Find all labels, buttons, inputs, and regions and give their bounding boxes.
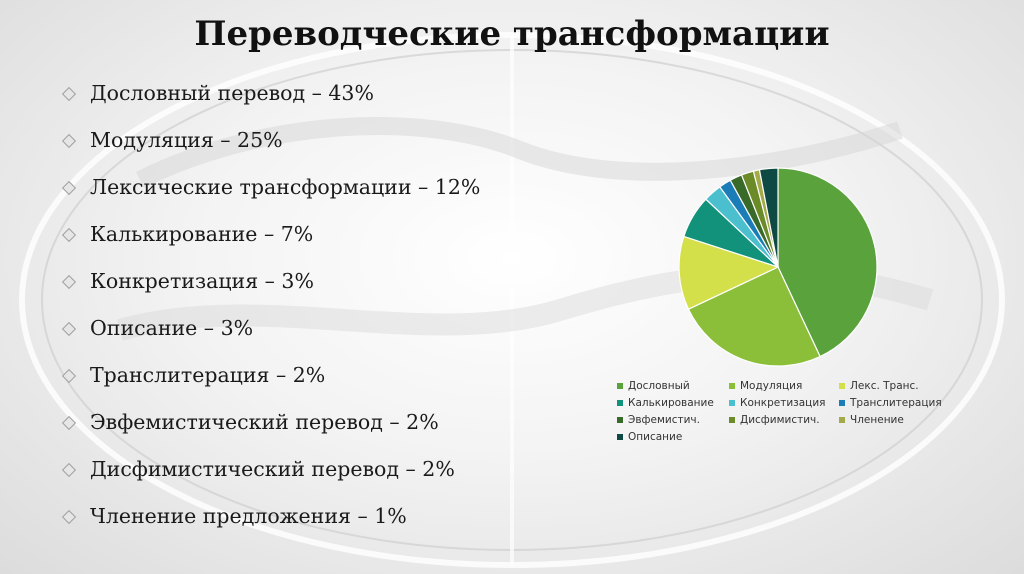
bullet-text: Лексические трансформации – 12% <box>90 175 481 199</box>
diamond-bullet-icon <box>61 133 77 149</box>
pie-chart-svg <box>678 167 878 367</box>
legend-swatch <box>729 417 735 423</box>
legend-item: Эвфемистич. <box>617 414 729 426</box>
legend-label: Эвфемистич. <box>628 414 700 426</box>
legend-label: Дословный <box>628 380 690 392</box>
bullet-item: Членение предложения – 1% <box>60 501 540 531</box>
bullet-text: Калькирование – 7% <box>90 222 314 246</box>
legend-swatch <box>729 383 735 389</box>
diamond-bullet-icon <box>61 321 77 337</box>
legend-swatch <box>729 400 735 406</box>
bullet-item: Транслитерация – 2% <box>60 360 540 390</box>
legend-swatch <box>617 434 623 440</box>
diamond-bullet-icon <box>61 509 77 525</box>
pie-slice-2 <box>678 235 780 310</box>
legend-label: Модуляция <box>740 380 803 392</box>
legend-item: Транслитерация <box>839 397 957 409</box>
legend-item: Калькирование <box>617 397 729 409</box>
diamond-bullet-icon <box>61 180 77 196</box>
bullet-text: Дисфимистический перевод – 2% <box>90 457 455 481</box>
legend-label: Транслитерация <box>850 397 942 409</box>
legend-label: Калькирование <box>628 397 714 409</box>
legend-swatch <box>839 417 845 423</box>
bullet-text: Членение предложения – 1% <box>90 504 407 528</box>
pie-chart <box>668 164 888 370</box>
bullet-item: Модуляция – 25% <box>60 125 540 155</box>
bullet-text: Модуляция – 25% <box>90 128 283 152</box>
legend-item: Членение <box>839 414 957 426</box>
bullet-item: Дисфимистический перевод – 2% <box>60 454 540 484</box>
legend-swatch <box>617 417 623 423</box>
legend-swatch <box>839 383 845 389</box>
bullet-item: Дословный перевод – 43% <box>60 78 540 108</box>
legend-item: Конкретизация <box>729 397 839 409</box>
legend-swatch <box>617 400 623 406</box>
legend-item: Описание <box>617 431 729 443</box>
bullet-text: Конкретизация – 3% <box>90 269 314 293</box>
diamond-bullet-icon <box>61 274 77 290</box>
legend-swatch <box>617 383 623 389</box>
diamond-bullet-icon <box>61 86 77 102</box>
bullet-text: Дословный перевод – 43% <box>90 81 374 105</box>
legend-swatch <box>839 400 845 406</box>
bullet-list: Дословный перевод – 43% Модуляция – 25% … <box>60 78 540 548</box>
legend-label: Конкретизация <box>740 397 826 409</box>
legend-label: Описание <box>628 431 683 443</box>
legend-label: Дисфимистич. <box>740 414 820 426</box>
diamond-bullet-icon <box>61 227 77 243</box>
bullet-text: Эвфемистический перевод – 2% <box>90 410 439 434</box>
legend-label: Членение <box>850 414 904 426</box>
bullet-item: Конкретизация – 3% <box>60 266 540 296</box>
bullet-item: Эвфемистический перевод – 2% <box>60 407 540 437</box>
legend-item: Модуляция <box>729 380 839 392</box>
bullet-item: Калькирование – 7% <box>60 219 540 249</box>
legend-item: Дисфимистич. <box>729 414 839 426</box>
diamond-bullet-icon <box>61 415 77 431</box>
pie-slice-9 <box>758 167 779 268</box>
diamond-bullet-icon <box>61 368 77 384</box>
bullet-text: Транслитерация – 2% <box>90 363 326 387</box>
legend-item: Лекс. Транс. <box>839 380 957 392</box>
legend-item: Дословный <box>617 380 729 392</box>
bullet-item: Лексические трансформации – 12% <box>60 172 540 202</box>
pie-slice-0 <box>777 167 878 358</box>
page-title: Переводческие трансформации <box>194 14 830 54</box>
bullet-text: Описание – 3% <box>90 316 254 340</box>
legend-label: Лекс. Транс. <box>850 380 919 392</box>
bullet-item: Описание – 3% <box>60 313 540 343</box>
pie-slice-1 <box>687 266 821 367</box>
diamond-bullet-icon <box>61 462 77 478</box>
chart-legend: Дословный Модуляция Лекс. Транс. Калькирова… <box>617 380 957 443</box>
